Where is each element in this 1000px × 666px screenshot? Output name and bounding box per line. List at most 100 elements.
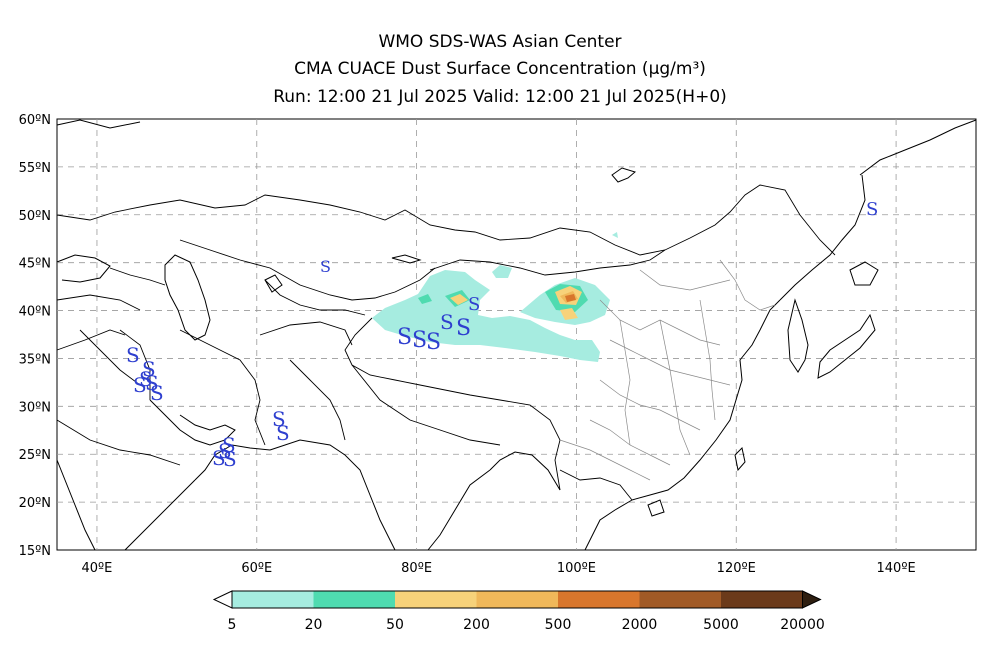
lon-label: 100ºE [557, 561, 596, 576]
border-central-asia [264, 279, 366, 316]
lon-label: 80ºE [401, 561, 432, 576]
coast-arabia [124, 479, 196, 551]
lon-label: 60ºE [241, 561, 272, 576]
colorbar-box [476, 591, 558, 608]
lat-label: 50ºN [19, 209, 51, 224]
coast-balkhash [391, 254, 422, 264]
lat-label: 45ºN [19, 257, 51, 272]
lat-label: 15ºN [19, 544, 51, 559]
colorbar-left-arrow [212, 590, 233, 609]
coast-korea [787, 298, 809, 373]
colorbar-box [639, 591, 721, 608]
lon-label: 120ºE [717, 561, 756, 576]
coast-taiwan [734, 446, 746, 472]
border-kazakhstan [179, 239, 436, 301]
border-afghanistan [259, 321, 353, 346]
colorbar-label: 500 [545, 617, 572, 633]
dust-station-symbol: S [218, 439, 232, 463]
coast-aral [264, 274, 283, 293]
coast-bay-bengal [489, 451, 561, 491]
border-saudi [56, 419, 181, 466]
dust-area-taklimakan [372, 270, 600, 362]
dust-station-symbol: S [426, 330, 441, 355]
lon-label: 40ºE [82, 561, 113, 576]
title-line-1: WMO SDS-WAS Asian Center [378, 32, 622, 52]
dust-station-symbol: S [440, 310, 454, 334]
colorbar-label: 200 [463, 617, 490, 633]
border-india-north [351, 364, 501, 446]
dust-area-peak-b [565, 294, 576, 302]
dust-station-symbol: S [150, 381, 164, 405]
colorbar-box [395, 591, 477, 608]
colorbar-label: 20 [305, 617, 323, 633]
border-caucasus [109, 267, 166, 286]
dust-station-symbol: S [223, 447, 237, 471]
coast-china-east [631, 299, 781, 501]
colorbar-box [558, 591, 640, 608]
latitude-labels: 60ºN 55ºN 50ºN 45ºN 40ºN 35ºN 30ºN 25ºN 20ºN 15ºN [19, 113, 51, 559]
border-mongolia [429, 249, 666, 276]
dust-station-symbol: S [866, 199, 878, 220]
dust-area-high-c [560, 308, 578, 320]
colorbar-box [313, 591, 395, 608]
coast-caspian [164, 254, 211, 341]
colorbar-label: 20000 [780, 617, 825, 633]
coast-baikal [611, 167, 637, 183]
colorbar-label: 5 [228, 617, 237, 633]
coast-arabian-sea [194, 444, 271, 481]
coast-persian-gulf [149, 399, 236, 446]
colorbar-box [232, 591, 314, 608]
dust-station-symbol: S [468, 294, 480, 315]
coast-arctic-west [56, 119, 141, 129]
lat-label: 60ºN [19, 113, 51, 128]
dust-station-symbol: S [142, 357, 156, 381]
dust-station-symbol: S [222, 433, 236, 457]
coast-hainan [647, 499, 665, 517]
border-russia-south [56, 184, 836, 256]
colorbar-frame [231, 590, 803, 609]
border-pakistan [289, 359, 346, 441]
lat-label: 55ºN [19, 161, 51, 176]
dust-station-symbol: S [412, 328, 427, 353]
coast-hokkaido [849, 261, 879, 286]
colorbar-box [721, 591, 803, 608]
dust-station-symbol: S [456, 316, 471, 341]
coastlines [56, 119, 977, 551]
dust-station-symbol: S [397, 325, 412, 350]
lat-label: 35ºN [19, 352, 51, 367]
coast-black-sea [56, 254, 111, 283]
dust-concentration-field [372, 232, 618, 362]
longitude-labels: 40ºE 60ºE 80ºE 100ºE 120ºE 140ºE [82, 561, 916, 576]
graticule [57, 119, 976, 550]
title-line-3: Run: 12:00 21 Jul 2025 Valid: 12:00 21 J… [273, 87, 727, 107]
country-borders [56, 184, 836, 501]
colorbar-right-arrow [802, 590, 822, 609]
dust-station-symbol: S [272, 407, 286, 431]
dust-station-symbol: S [212, 446, 226, 470]
coast-okhotsk [779, 174, 866, 301]
coast-india [427, 469, 491, 551]
border-china-southeast [559, 469, 633, 501]
lat-label: 25ºN [19, 448, 51, 463]
colorbar-label: 5000 [703, 617, 739, 633]
province-borders [559, 259, 776, 481]
dust-station-symbol: S [320, 257, 331, 276]
border-china-west [344, 317, 561, 491]
border-turkey [56, 294, 141, 311]
coast-arctic-east [859, 119, 977, 176]
border-iran [119, 329, 266, 446]
dust-area-high-a [450, 294, 468, 305]
colorbar-label: 50 [386, 617, 404, 633]
dust-area-mid-a [418, 294, 432, 304]
coast-india-west [269, 439, 396, 551]
coast-red-sea [56, 459, 96, 551]
title-line-2: CMA CUACE Dust Surface Concentration (μg… [294, 59, 706, 79]
lat-label: 40ºN [19, 305, 51, 320]
dust-station-symbol: S [276, 421, 290, 445]
coast-indochina [584, 499, 633, 551]
dust-station-symbol: S [133, 373, 147, 397]
lat-label: 30ºN [19, 400, 51, 415]
lat-label: 20ºN [19, 496, 51, 511]
